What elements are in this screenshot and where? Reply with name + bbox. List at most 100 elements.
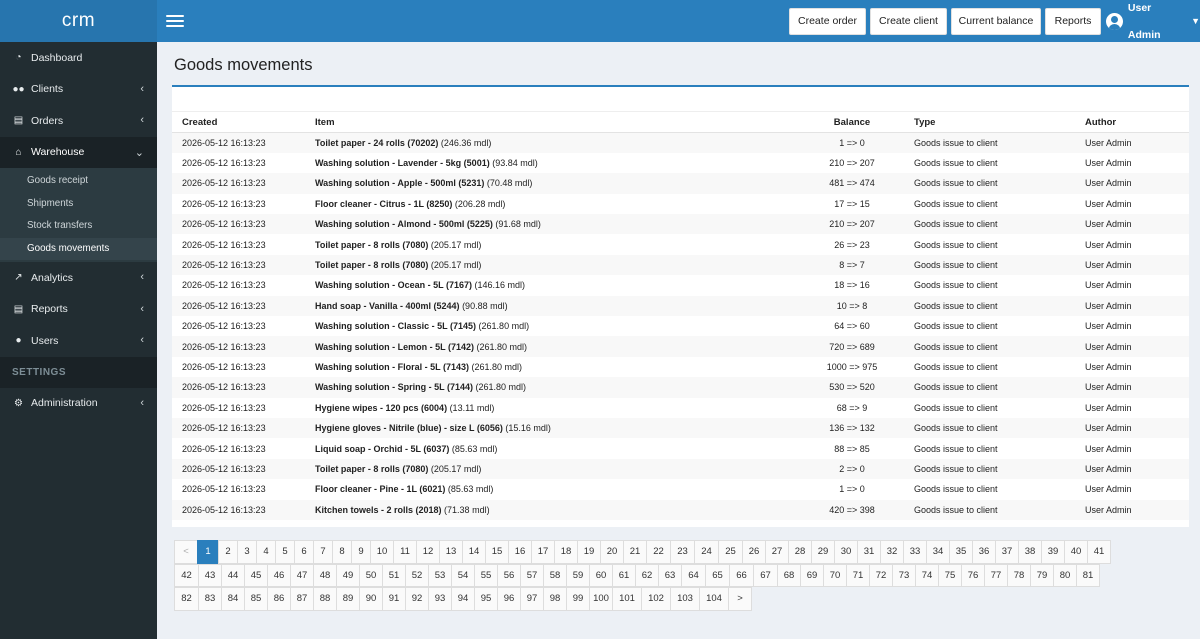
pagination-page-55[interactable]: 55 bbox=[474, 563, 498, 587]
item-name[interactable]: Liquid soap - Orchid - 5L (6037) bbox=[315, 443, 450, 454]
pagination-page-75[interactable]: 75 bbox=[938, 563, 962, 587]
pagination-page-51[interactable]: 51 bbox=[382, 563, 406, 587]
column-header-created[interactable]: Created bbox=[172, 111, 315, 133]
pagination-page-27[interactable]: 27 bbox=[765, 540, 789, 564]
sidebar-item-administration[interactable]: ⚙ Administration ‹ bbox=[0, 388, 157, 420]
sidebar-item-clients[interactable]: ●● Clients ‹ bbox=[0, 74, 157, 106]
pagination-prev-button[interactable]: < bbox=[174, 540, 198, 564]
pagination-page-79[interactable]: 79 bbox=[1030, 563, 1054, 587]
pagination-page-36[interactable]: 36 bbox=[972, 540, 996, 564]
pagination-page-62[interactable]: 62 bbox=[635, 563, 659, 587]
pagination-page-31[interactable]: 31 bbox=[857, 540, 881, 564]
pagination-page-83[interactable]: 83 bbox=[198, 587, 222, 611]
pagination-page-2[interactable]: 2 bbox=[218, 540, 238, 564]
table-row[interactable]: 2026-05-12 16:13:23 Kitchen towels - 2 ro… bbox=[172, 499, 1189, 520]
table-row[interactable]: 2026-05-12 16:13:23 Washing solution - Le… bbox=[172, 336, 1189, 357]
sidebar-subitem-goods-receipt[interactable]: Goods receipt bbox=[27, 175, 88, 186]
table-row[interactable]: 2026-05-12 16:13:23 Washing solution - Oc… bbox=[172, 275, 1189, 295]
pagination-page-20[interactable]: 20 bbox=[600, 540, 624, 564]
item-name[interactable]: Washing solution - Ocean - 5L (7167) bbox=[315, 280, 473, 291]
item-name[interactable]: Toilet paper - 24 rolls (70202) bbox=[315, 137, 439, 148]
item-name[interactable]: Washing solution - Classic - 5L (7145) bbox=[315, 321, 477, 332]
item-name[interactable]: Washing solution - Almond - 500ml (5225) bbox=[315, 219, 493, 230]
pagination-page-58[interactable]: 58 bbox=[543, 563, 567, 587]
pagination-page-16[interactable]: 16 bbox=[508, 540, 532, 564]
table-row[interactable]: 2026-05-12 16:13:23 Toilet paper - 24 rol… bbox=[172, 132, 1189, 153]
pagination-page-4[interactable]: 4 bbox=[256, 540, 276, 564]
pagination-page-91[interactable]: 91 bbox=[382, 587, 406, 611]
pagination-page-19[interactable]: 19 bbox=[577, 540, 601, 564]
pagination-page-6[interactable]: 6 bbox=[294, 540, 314, 564]
table-row[interactable]: 2026-05-12 16:13:23 Washing solution - Fl… bbox=[172, 357, 1189, 377]
pagination-page-45[interactable]: 45 bbox=[244, 563, 268, 587]
item-name[interactable]: Hygiene wipes - 120 pcs (6004) bbox=[315, 402, 448, 413]
sidebar-item-analytics[interactable]: ↗ Analytics ‹ bbox=[0, 262, 157, 294]
pagination-page-18[interactable]: 18 bbox=[554, 540, 578, 564]
item-name[interactable]: Hygiene gloves - Nitrile (blue) - size L… bbox=[315, 423, 503, 434]
brand-logo[interactable]: crm bbox=[0, 0, 157, 42]
item-name[interactable]: Kitchen towels - 2 rolls (2018) bbox=[315, 504, 442, 515]
table-row[interactable]: 2026-05-12 16:13:23 Toilet paper - 8 roll… bbox=[172, 254, 1189, 276]
pagination-page-48[interactable]: 48 bbox=[313, 563, 337, 587]
pagination-page-40[interactable]: 40 bbox=[1064, 540, 1088, 564]
table-row[interactable]: 2026-05-12 16:13:23 Toilet paper - 8 roll… bbox=[172, 458, 1189, 480]
pagination-page-63[interactable]: 63 bbox=[658, 563, 682, 587]
pagination-page-64[interactable]: 64 bbox=[681, 563, 706, 587]
pagination-page-67[interactable]: 67 bbox=[753, 563, 778, 587]
table-row[interactable]: 2026-05-12 16:13:23 Toilet paper - 8 roll… bbox=[172, 234, 1189, 254]
item-name[interactable]: Washing solution - Lemon - 5L (7142) bbox=[315, 341, 475, 352]
pagination-page-11[interactable]: 11 bbox=[393, 540, 417, 564]
pagination-page-61[interactable]: 61 bbox=[612, 563, 636, 587]
current-balance-button[interactable]: Current balance bbox=[951, 8, 1041, 35]
sidebar-item-dashboard[interactable]: ◔ Dashboard bbox=[0, 42, 157, 74]
pagination-page-50[interactable]: 50 bbox=[359, 563, 383, 587]
pagination-page-46[interactable]: 46 bbox=[267, 563, 291, 587]
pagination-page-12[interactable]: 12 bbox=[416, 540, 440, 564]
table-row[interactable]: 2026-05-12 16:13:23 Hand soap - Vanilla -… bbox=[172, 295, 1189, 317]
pagination-page-102[interactable]: 102 bbox=[641, 587, 671, 611]
pagination-page-90[interactable]: 90 bbox=[359, 587, 383, 611]
pagination-page-85[interactable]: 85 bbox=[244, 587, 268, 611]
pagination-page-99[interactable]: 99 bbox=[566, 587, 590, 611]
pagination-page-25[interactable]: 25 bbox=[718, 540, 743, 564]
pagination-page-100[interactable]: 100 bbox=[589, 587, 613, 611]
pagination-page-54[interactable]: 54 bbox=[451, 563, 475, 587]
pagination-page-21[interactable]: 21 bbox=[623, 540, 647, 564]
pagination-page-69[interactable]: 69 bbox=[800, 563, 824, 587]
pagination-page-93[interactable]: 93 bbox=[428, 587, 452, 611]
pagination-page-13[interactable]: 13 bbox=[439, 540, 463, 564]
pagination-page-98[interactable]: 98 bbox=[543, 587, 567, 611]
pagination-page-89[interactable]: 89 bbox=[336, 587, 360, 611]
table-row[interactable]: 2026-05-12 16:13:23 Floor cleaner - Citru… bbox=[172, 194, 1189, 214]
pagination-page-35[interactable]: 35 bbox=[949, 540, 973, 564]
pagination-page-94[interactable]: 94 bbox=[451, 587, 475, 611]
pagination-page-28[interactable]: 28 bbox=[788, 540, 812, 564]
table-row[interactable]: 2026-05-12 16:13:23 Hygiene wipes - 120 p… bbox=[172, 398, 1189, 418]
item-name[interactable]: Toilet paper - 8 rolls (7080) bbox=[315, 463, 429, 474]
pagination-page-47[interactable]: 47 bbox=[290, 563, 314, 587]
pagination-page-17[interactable]: 17 bbox=[531, 540, 555, 564]
pagination-page-30[interactable]: 30 bbox=[834, 540, 858, 564]
item-name[interactable]: Floor cleaner - Citrus - 1L (8250) bbox=[315, 198, 453, 209]
pagination-page-95[interactable]: 95 bbox=[474, 587, 498, 611]
column-header-item[interactable]: Item bbox=[315, 111, 790, 133]
pagination-page-14[interactable]: 14 bbox=[462, 540, 486, 564]
sidebar-subitem-shipments[interactable]: Shipments bbox=[27, 197, 74, 209]
pagination-page-38[interactable]: 38 bbox=[1018, 540, 1042, 564]
pagination-page-92[interactable]: 92 bbox=[405, 587, 429, 611]
menu-toggle-icon[interactable] bbox=[166, 12, 184, 30]
sidebar-item-reports[interactable]: ▤ Reports ‹ bbox=[0, 294, 157, 326]
sidebar-item-orders[interactable]: ▤ Orders ‹ bbox=[0, 105, 157, 137]
pagination-page-96[interactable]: 96 bbox=[497, 587, 521, 611]
item-name[interactable]: Toilet paper - 8 rolls (7080) bbox=[315, 239, 429, 250]
pagination-page-71[interactable]: 71 bbox=[846, 563, 870, 587]
item-name[interactable]: Washing solution - Spring - 5L (7144) bbox=[315, 382, 474, 393]
sidebar-subitem-stock-transfers[interactable]: Stock transfers bbox=[27, 220, 93, 231]
pagination-page-9[interactable]: 9 bbox=[351, 540, 371, 564]
pagination-page-49[interactable]: 49 bbox=[336, 563, 360, 587]
pagination-page-22[interactable]: 22 bbox=[646, 540, 671, 564]
pagination-page-59[interactable]: 59 bbox=[566, 563, 590, 587]
pagination-page-56[interactable]: 56 bbox=[497, 563, 521, 587]
pagination-page-43[interactable]: 43 bbox=[198, 563, 222, 587]
pagination-page-73[interactable]: 73 bbox=[892, 563, 916, 587]
